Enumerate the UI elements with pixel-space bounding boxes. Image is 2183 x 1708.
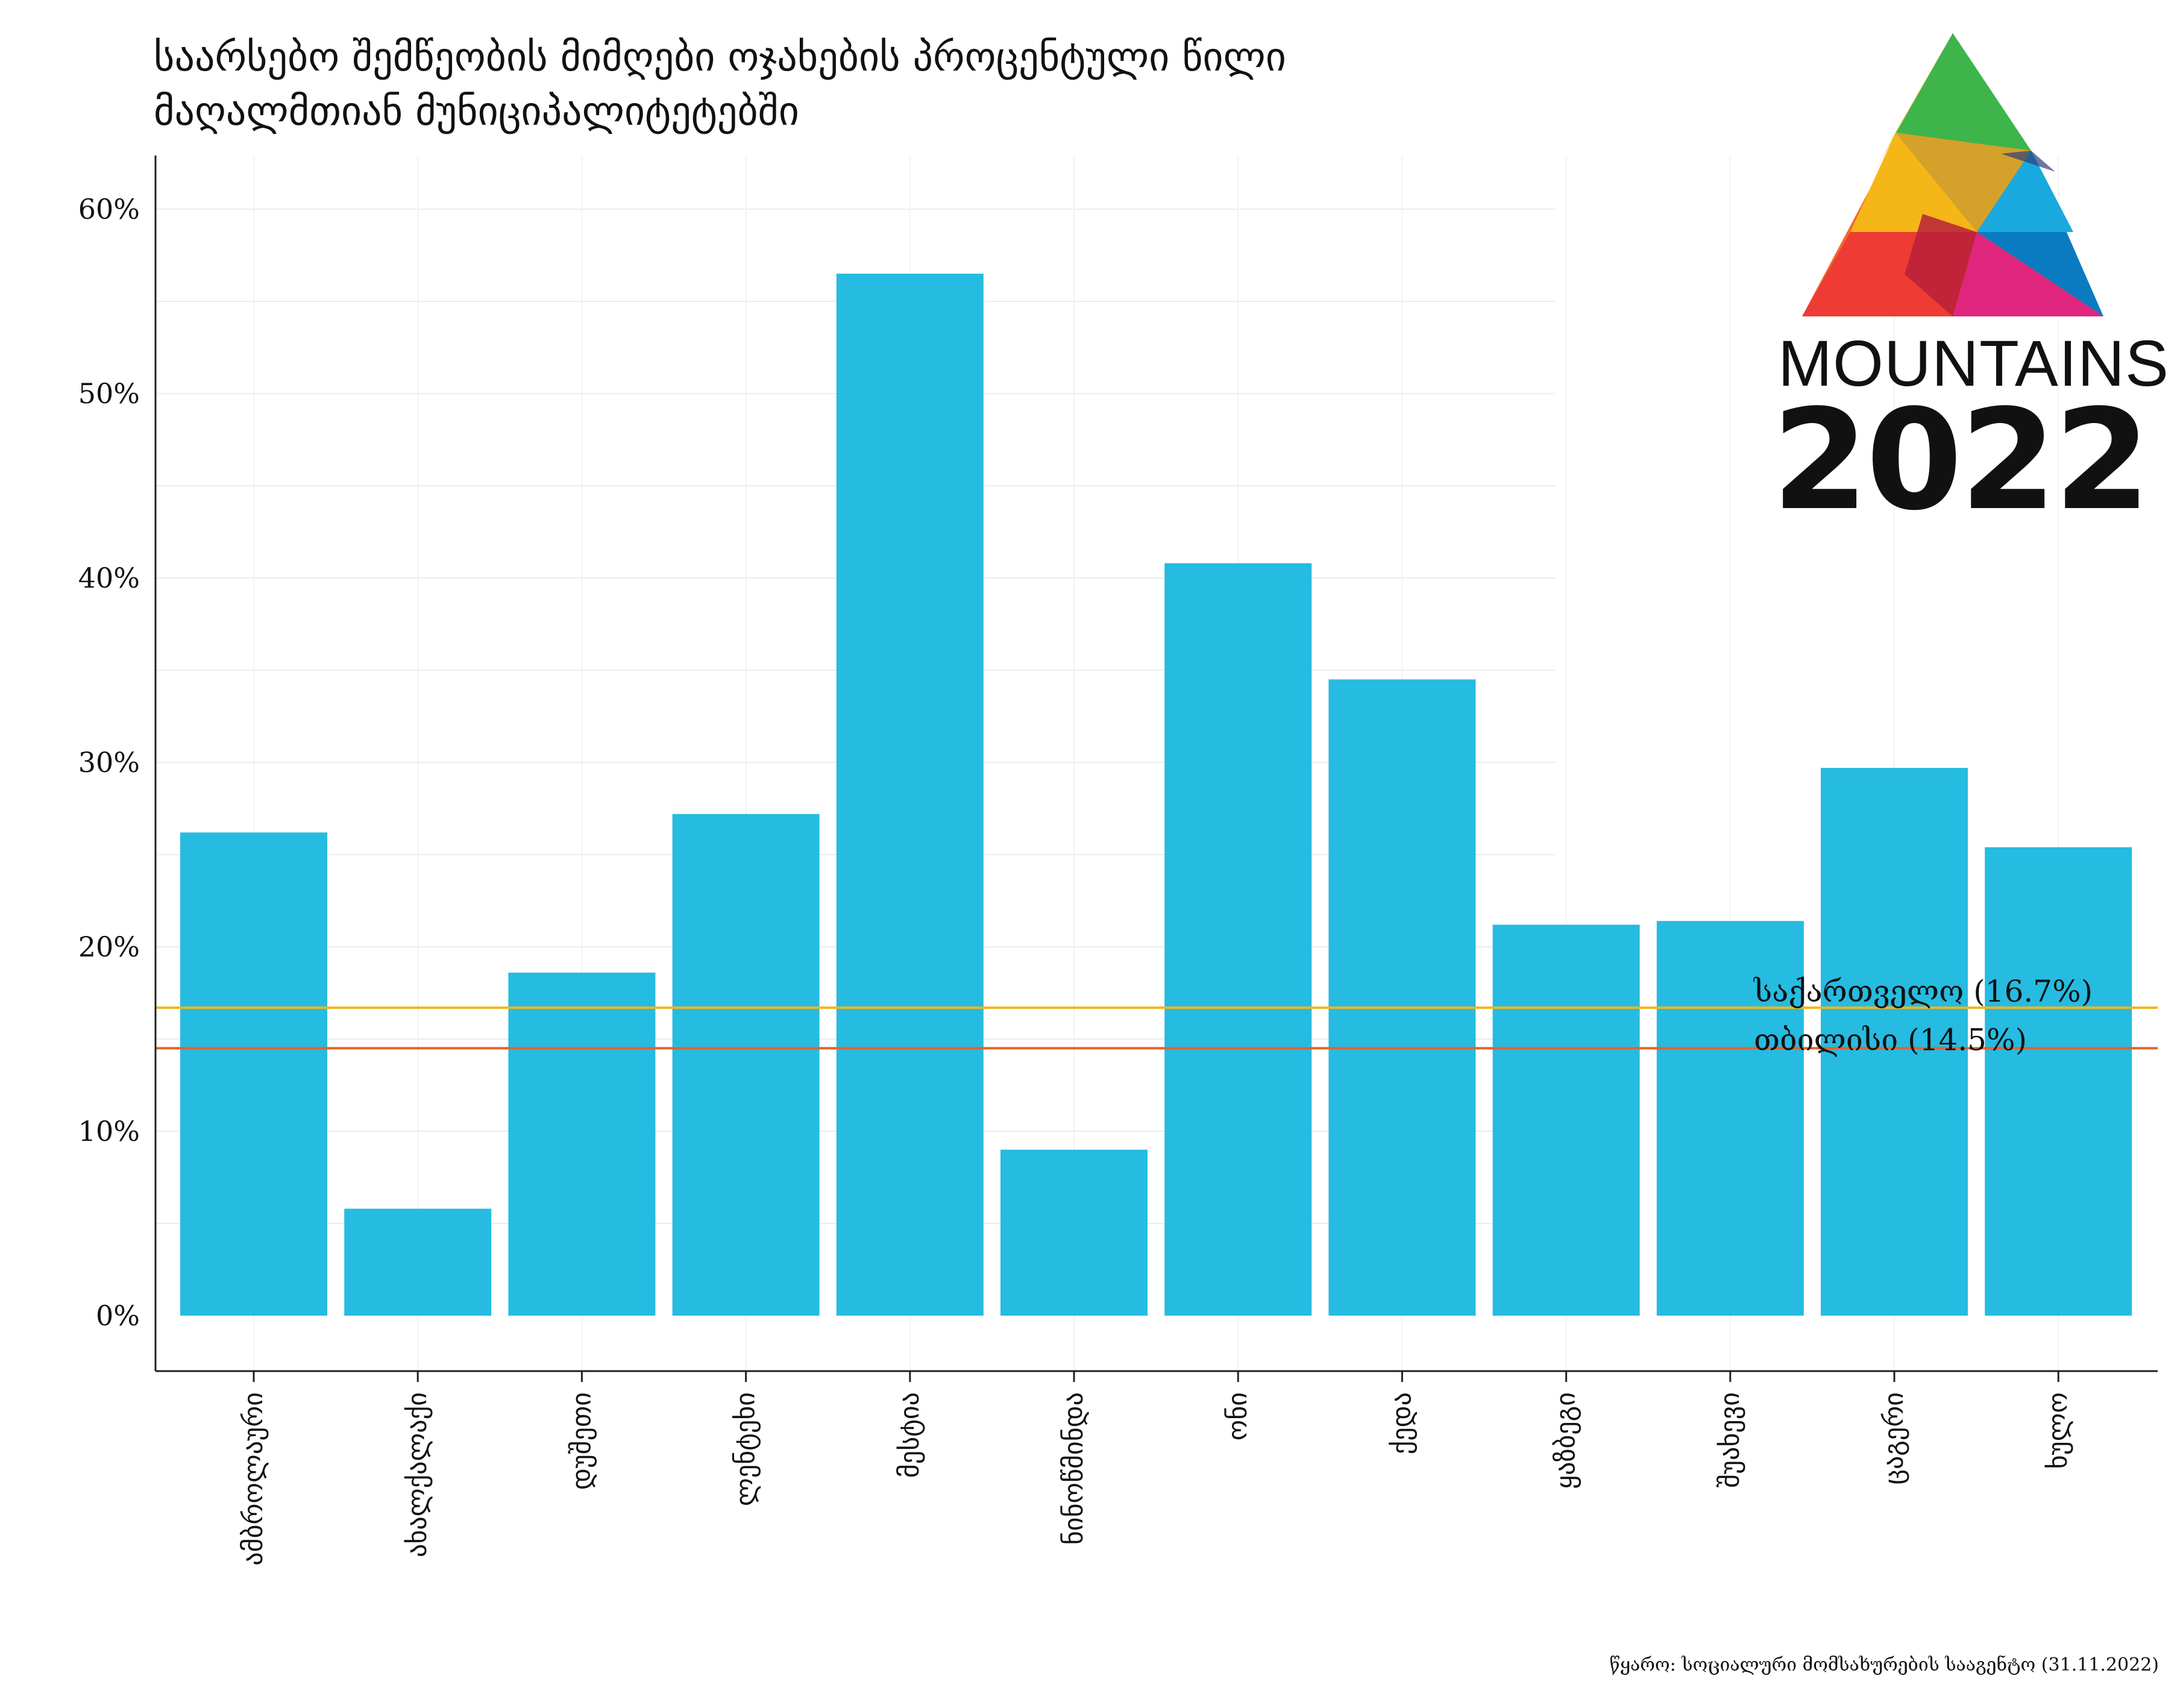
bar-ხულო xyxy=(1985,847,2132,1316)
reference-line-label-0: საქართველო (16.7%) xyxy=(1753,974,2093,1009)
bar-ქედა xyxy=(1328,679,1476,1316)
x-tick-label: დუშეთი xyxy=(566,1392,597,1490)
bar-ლენტეხი xyxy=(672,814,820,1316)
bar-ცაგერი xyxy=(1821,768,1968,1316)
y-tick-label: 0% xyxy=(96,1299,140,1332)
y-tick-label: 10% xyxy=(78,1115,140,1148)
y-tick-label: 30% xyxy=(78,746,140,779)
chart-title: საარსებო შემწეობის მიმღები ოჯახების პროც… xyxy=(154,30,1286,139)
x-tick-label: ხულო xyxy=(2043,1392,2073,1469)
chart-title-line-2: მაღალმთიან მუნიციპალიტეტებში xyxy=(154,88,799,134)
y-tick-label: 20% xyxy=(78,931,140,963)
x-tick-label: ონი xyxy=(1222,1392,1253,1440)
y-tick-label: 40% xyxy=(78,562,140,594)
x-tick-label: ნინოწმინდა xyxy=(1058,1392,1089,1545)
chart-title-line-1: საარსებო შემწეობის მიმღები ოჯახების პროც… xyxy=(154,34,1286,80)
bar-ნინოწმინდა xyxy=(1000,1149,1148,1316)
y-tick-label: 50% xyxy=(78,377,140,410)
y-tick-label: 60% xyxy=(78,193,140,225)
x-tick-label: ახალქალაქი xyxy=(402,1392,433,1557)
bar-ახალქალაქი xyxy=(344,1208,492,1316)
logo-wordmark: MOUNTAINS xyxy=(1778,327,2169,400)
x-tick-label: ქედა xyxy=(1386,1392,1417,1454)
x-tick-label: შუახევი xyxy=(1715,1392,1745,1488)
x-tick-label: ცაგერი xyxy=(1879,1392,1909,1484)
bar-მესტია xyxy=(836,274,984,1316)
x-tick-label: ამბროლაური xyxy=(238,1392,269,1566)
reference-line-label-1: თბილისი (14.5%) xyxy=(1754,1022,2027,1057)
logo-year: 2022 xyxy=(1772,380,2150,541)
bar-ამბროლაური xyxy=(180,832,327,1316)
bar-ონი xyxy=(1164,563,1312,1316)
x-tick-label: ყაზბეგი xyxy=(1551,1392,1581,1489)
bar-შუახევი xyxy=(1656,921,1804,1316)
bar-დუშეთი xyxy=(508,972,656,1316)
bar-ყაზბეგი xyxy=(1492,925,1640,1316)
source-note: წყარო: სოციალური მომსახურების სააგენტო (… xyxy=(1609,1654,2159,1675)
x-tick-label: მესტია xyxy=(894,1392,925,1478)
mountains-logo-icon xyxy=(1802,33,2103,316)
x-tick-label: ლენტეხი xyxy=(730,1392,761,1506)
